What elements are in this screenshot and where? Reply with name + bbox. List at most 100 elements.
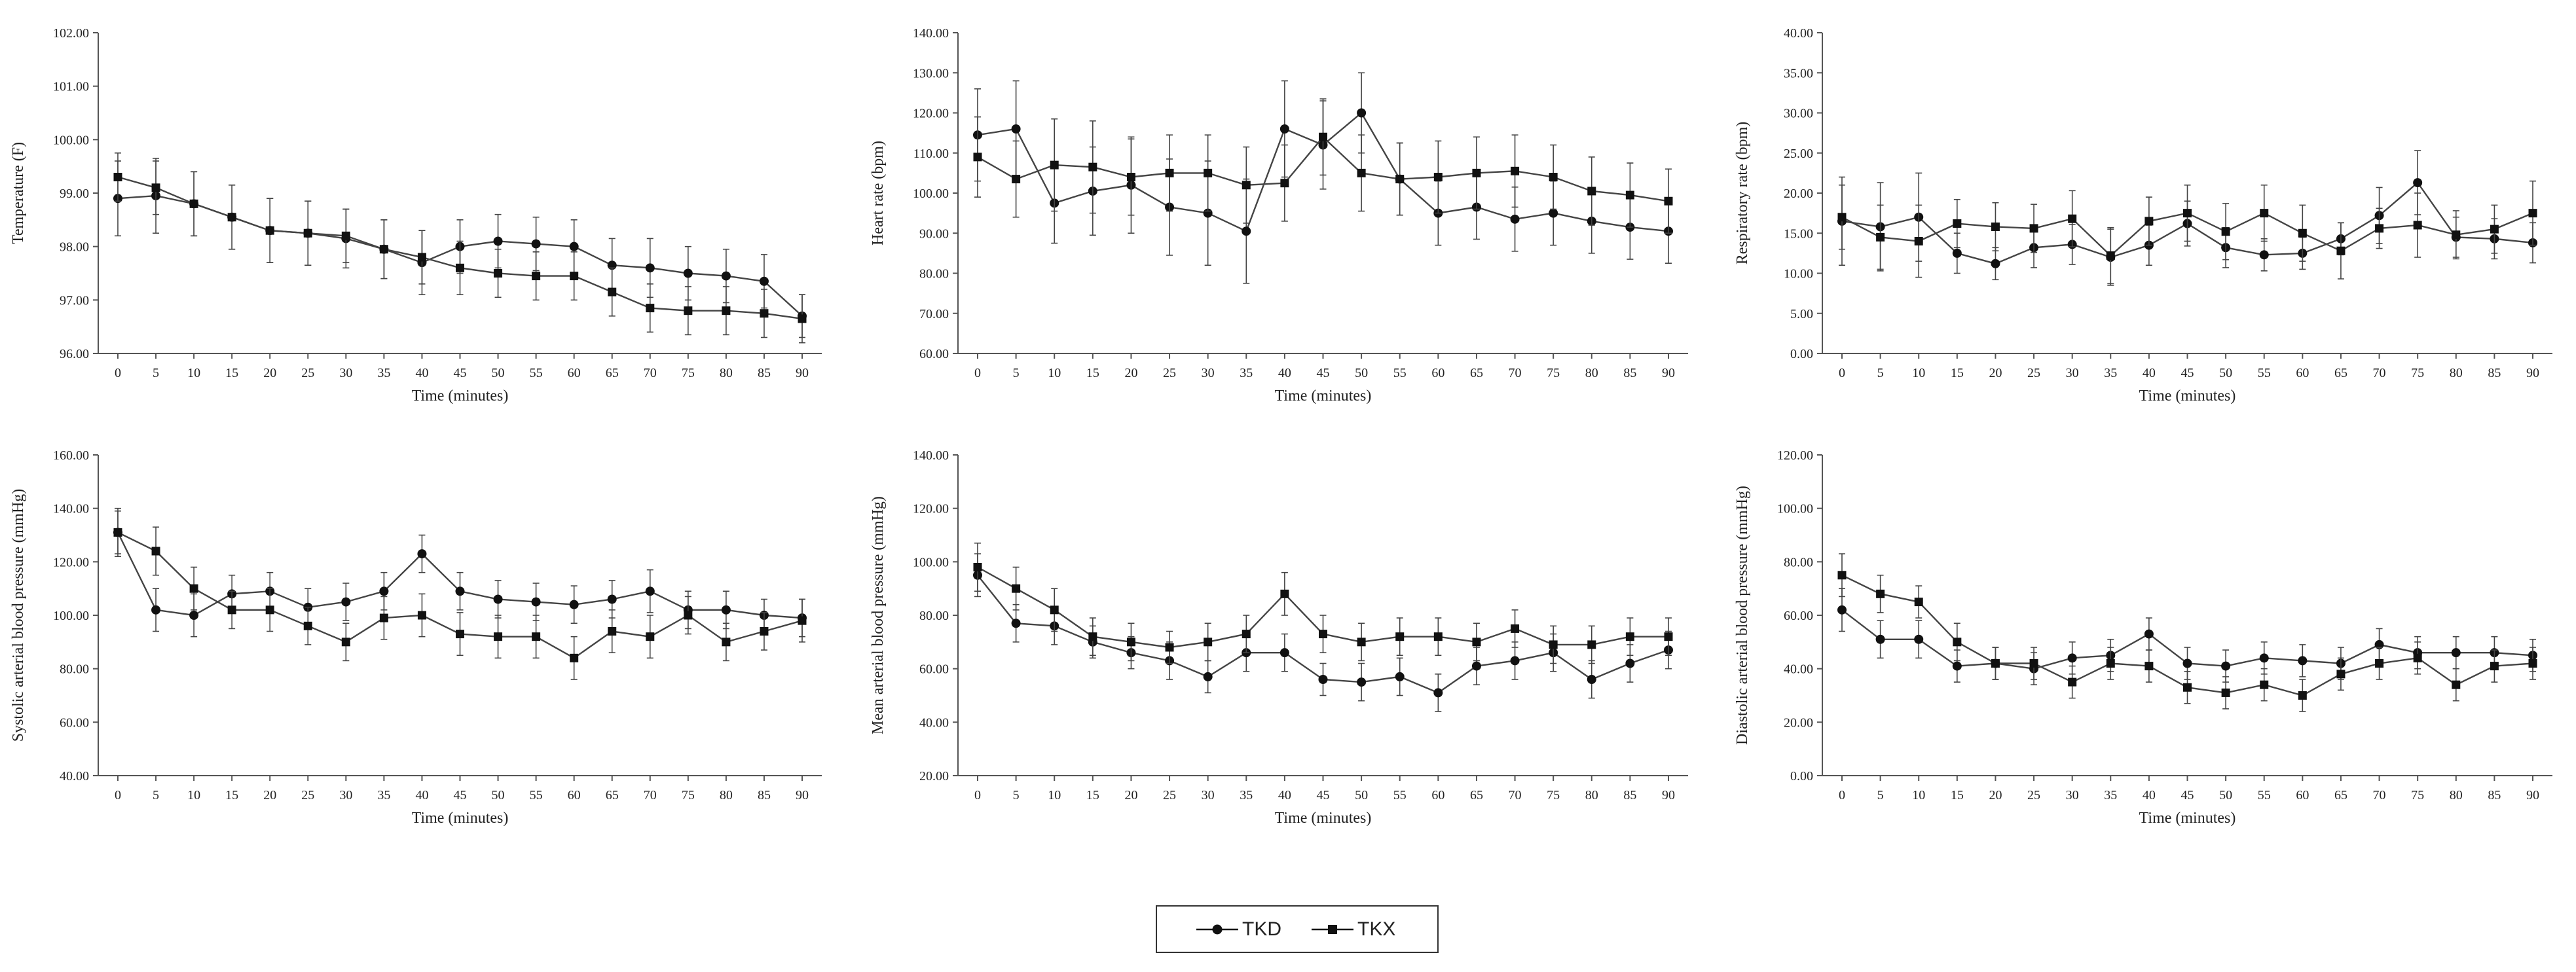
x-tick-label: 90 (2526, 788, 2539, 802)
x-tick-label: 75 (1547, 788, 1560, 802)
data-point-circle (1625, 658, 1635, 668)
y-axis-title: Systolic arterial blood pressure (mmHg) (10, 489, 27, 742)
data-point-square (2144, 217, 2154, 226)
series-tkx (113, 152, 807, 344)
data-point-square (722, 638, 731, 647)
x-tick-label: 85 (758, 366, 771, 380)
series-tkx (973, 98, 1673, 234)
y-tick-label: 97.00 (60, 293, 89, 308)
x-tick-label: 0 (974, 788, 981, 802)
data-point-square (2183, 683, 2192, 692)
data-point-square (1511, 624, 1520, 633)
chart-panel-3: 0.00 5.00 10.00 15.00 20.00 25.00 30.00 35.00 40… (1734, 26, 2552, 405)
data-point-square (1664, 196, 1673, 206)
data-point-circle (1395, 672, 1405, 681)
x-tick-label: 50 (492, 788, 505, 802)
y-tick-label: 101.00 (53, 80, 89, 94)
data-point-circle (645, 263, 655, 273)
data-point-square (265, 605, 274, 615)
x-tick-label: 55 (1393, 366, 1407, 380)
data-point-circle (493, 594, 503, 604)
data-point-square (1953, 638, 1962, 647)
y-tick-label: 80.00 (1784, 555, 1813, 569)
y-tick-label: 40.00 (1784, 26, 1813, 41)
chart-panel-1: 96.00 97.00 98.00 99.00 100.00 101.00 102.00 0 5… (10, 26, 822, 405)
data-point-square (1876, 589, 1885, 598)
data-point-square (1991, 659, 2000, 668)
data-point-circle (1318, 675, 1328, 684)
data-point-square (570, 272, 579, 281)
y-tick-label: 15.00 (1784, 226, 1813, 241)
x-tick-label: 25 (1163, 366, 1176, 380)
chart-panel-2: 60.00 70.00 80.00 90.00 100.00 110.00 120.00 13… (870, 26, 1688, 405)
data-point-square (1050, 160, 1059, 170)
x-tick-label: 55 (1393, 788, 1407, 802)
data-point-square (1472, 168, 1481, 177)
data-point-circle (1011, 619, 1021, 628)
x-tick-label: 60 (1431, 366, 1444, 380)
data-point-circle (1991, 259, 2000, 268)
data-point-square (1549, 173, 1558, 181)
data-point-circle (1510, 656, 1520, 666)
x-tick-label: 70 (2373, 788, 2386, 802)
data-point-square (1837, 571, 1847, 580)
data-point-circle (1510, 214, 1520, 224)
data-point-circle (1279, 648, 1289, 658)
x-tick-label: 90 (796, 366, 809, 380)
data-point-square (113, 528, 122, 537)
y-tick-label: 140.00 (913, 26, 949, 41)
x-tick-label: 20 (1989, 366, 2002, 380)
data-point-square (1914, 237, 1923, 245)
y-tick-label: 130.00 (913, 66, 949, 81)
data-point-circle (721, 271, 731, 281)
data-point-square (532, 632, 541, 641)
x-tick-label: 70 (2373, 366, 2386, 380)
x-tick-label: 15 (225, 788, 238, 802)
x-tick-label: 80 (1585, 366, 1598, 380)
data-point-square (2298, 691, 2307, 700)
x-tick-label: 10 (187, 366, 200, 380)
data-point-square (2528, 659, 2537, 668)
legend-marker-square-icon (1312, 925, 1353, 934)
y-tick-label: 20.00 (919, 769, 949, 783)
y-axis-title: Mean arterial blood pressure (mmHg) (870, 496, 887, 734)
y-tick-label: 5.00 (1790, 307, 1813, 321)
y-tick-label: 100.00 (53, 133, 89, 147)
data-point-square (2336, 670, 2346, 679)
data-point-square (2068, 677, 2077, 687)
x-tick-label: 0 (115, 788, 121, 802)
data-point-square (798, 314, 807, 323)
x-axis-title: Time (minutes) (412, 810, 509, 827)
legend-item-tkd: TKD (1196, 918, 1281, 941)
data-point-square (1664, 632, 1673, 641)
data-point-square (341, 231, 350, 240)
data-point-circle (2067, 653, 2077, 663)
y-axis-title: Heart rate (bpm) (870, 141, 887, 245)
data-point-square (494, 269, 503, 278)
x-axis-title: Time (minutes) (2139, 810, 2236, 827)
x-tick-label: 70 (644, 788, 657, 802)
data-point-circle (531, 597, 541, 607)
x-tick-label: 35 (2104, 366, 2117, 380)
y-tick-label: 99.00 (60, 187, 89, 201)
data-point-square (2298, 228, 2307, 238)
x-tick-label: 75 (2411, 788, 2424, 802)
data-point-square (1357, 168, 1366, 177)
data-point-square (1357, 638, 1366, 647)
y-tick-label: 98.00 (60, 240, 89, 255)
data-point-square (341, 638, 350, 647)
x-tick-label: 85 (1623, 366, 1636, 380)
data-point-square (2490, 225, 2499, 234)
x-tick-label: 40 (1278, 788, 1291, 802)
data-point-square (1319, 132, 1327, 141)
data-point-square (1511, 166, 1520, 175)
data-point-square (1088, 632, 1097, 641)
x-tick-label: 60 (2296, 788, 2309, 802)
x-tick-label: 45 (2181, 366, 2194, 380)
x-tick-label: 35 (377, 366, 390, 380)
x-tick-label: 85 (1623, 788, 1636, 802)
x-tick-label: 50 (1355, 366, 1368, 380)
x-tick-label: 0 (1839, 788, 1845, 802)
